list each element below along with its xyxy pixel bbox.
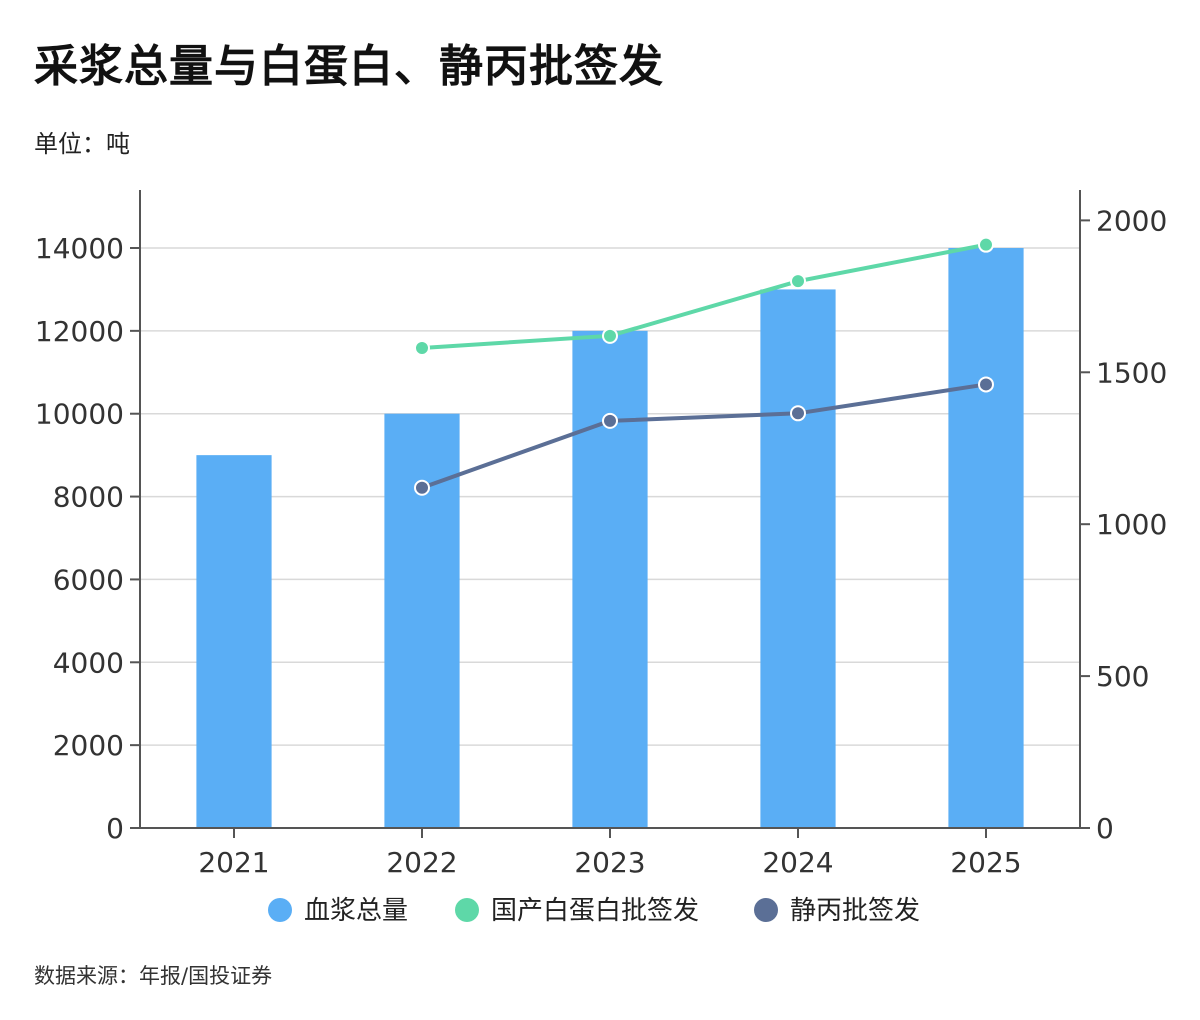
- series-point: [978, 376, 994, 393]
- left-tick-label: 8000: [53, 481, 124, 514]
- x-tick-label: 2024: [762, 846, 833, 879]
- x-tick-label: 2022: [386, 846, 457, 879]
- left-tick-label: 14000: [35, 232, 124, 265]
- axes: [130, 190, 1090, 838]
- left-tick-label: 6000: [53, 563, 124, 596]
- left-tick-label: 10000: [35, 398, 124, 431]
- right-tick-label: 2000: [1096, 204, 1167, 237]
- right-tick-label: 0: [1096, 812, 1114, 845]
- right-tick-label: 500: [1096, 660, 1149, 693]
- legend-marker: [455, 898, 479, 922]
- series-line: [421, 382, 987, 490]
- series-point: [414, 339, 430, 356]
- legend-marker: [268, 898, 292, 922]
- x-tick-label: 2023: [574, 846, 645, 879]
- legend-marker: [754, 898, 778, 922]
- series-point: [790, 405, 806, 422]
- x-tick-label: 2021: [198, 846, 269, 879]
- left-tick-label: 12000: [35, 315, 124, 348]
- left-tick-label: 0: [106, 812, 124, 845]
- series-line: [421, 242, 987, 350]
- bar: [572, 330, 648, 828]
- series-point: [414, 479, 430, 496]
- bar: [384, 413, 460, 828]
- bar: [196, 455, 272, 828]
- series-point: [602, 327, 618, 344]
- right-tick-label: 1000: [1096, 508, 1167, 541]
- right-tick-label: 1500: [1096, 356, 1167, 389]
- legend-label: 血浆总量: [304, 896, 408, 926]
- legend-label: 国产白蛋白批签发: [491, 896, 699, 926]
- chart-title: 采浆总量与白蛋白、静丙批签发: [34, 41, 664, 92]
- source-note: 数据来源：年报/国投证券: [34, 964, 273, 988]
- left-tick-label: 2000: [53, 729, 124, 762]
- series-point: [790, 273, 806, 290]
- unit-label: 单位：吨: [34, 130, 130, 158]
- line-series: [414, 236, 994, 496]
- tick-labels: 0 2000 4000 6000 8000 10000 12000 14000 0 500 1000…: [35, 204, 1167, 879]
- bar: [760, 289, 836, 828]
- legend: 血浆总量 国产白蛋白批签发 静丙批签发: [268, 896, 920, 926]
- bar-series: [196, 248, 1024, 828]
- series-point: [978, 236, 994, 253]
- x-tick-label: 2025: [950, 846, 1021, 879]
- left-tick-label: 4000: [53, 646, 124, 679]
- legend-label: 静丙批签发: [790, 896, 920, 926]
- series-point: [602, 412, 618, 429]
- bar: [948, 248, 1024, 828]
